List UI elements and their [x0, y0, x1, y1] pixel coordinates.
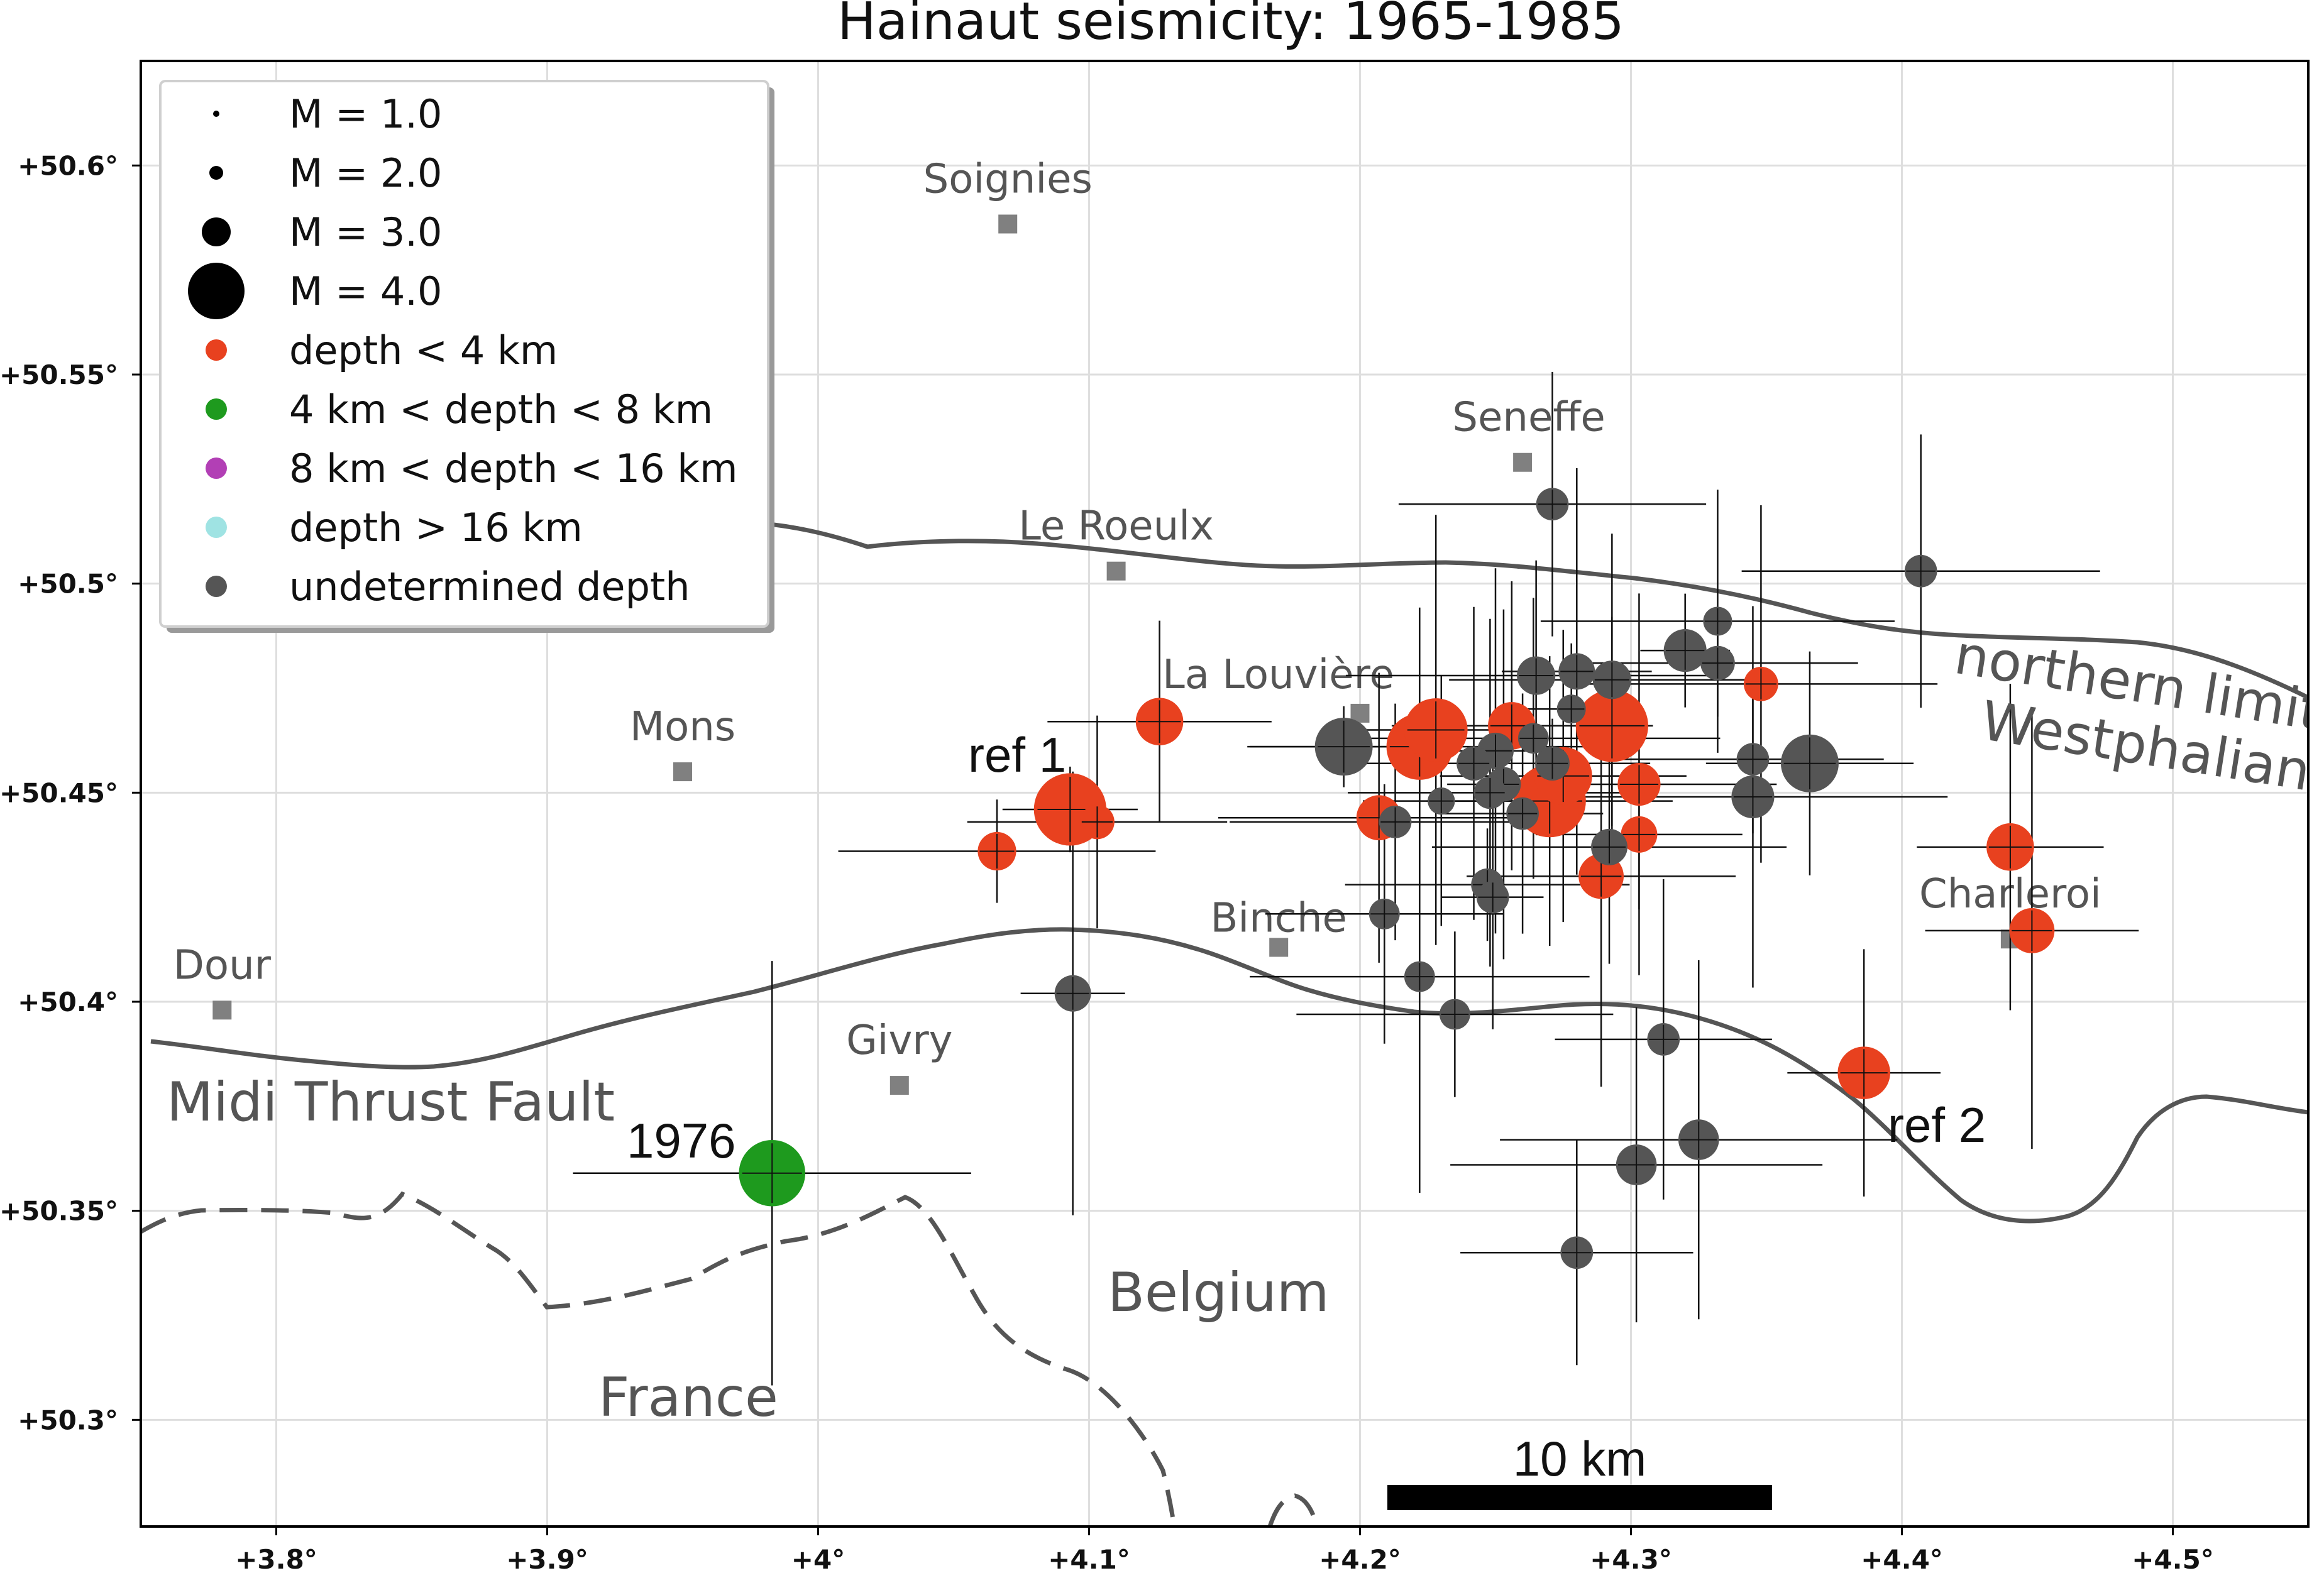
lon-tick-label: +4.1°	[1048, 1544, 1130, 1573]
legend-label: M = 3.0	[289, 209, 442, 255]
legend-marker	[206, 517, 227, 538]
scale-bar-label: 10 km	[1513, 1431, 1646, 1486]
legend-box	[159, 80, 769, 628]
plot-frame	[140, 60, 2310, 1528]
lat-tick-label: +50.6°	[18, 150, 118, 181]
lon-tick-label: +4°	[791, 1544, 845, 1573]
legend-label: depth > 16 km	[289, 505, 583, 551]
scale-bar	[1387, 1485, 1772, 1510]
legend-marker	[209, 166, 223, 180]
city-marker	[1513, 452, 1533, 472]
city-marker	[1269, 938, 1289, 957]
lon-tick-label: +3.8°	[235, 1544, 317, 1573]
lon-tick-label: +4.2°	[1319, 1544, 1401, 1573]
ref-1-label: ref 1	[968, 727, 1066, 782]
northern-limit-westphalian-line	[741, 519, 2308, 700]
lon-tick-label: +4.5°	[2132, 1544, 2214, 1573]
legend-label: depth < 4 km	[289, 327, 558, 373]
ref-2-label: ref 2	[1888, 1097, 1986, 1153]
city-label: Mons	[630, 704, 735, 750]
city-label: Le Roeulx	[1018, 503, 1214, 550]
city-marker	[1106, 561, 1126, 581]
legend-marker	[213, 111, 219, 117]
legend-label: M = 2.0	[289, 150, 442, 196]
legend-marker	[206, 458, 227, 479]
legend-label: 4 km < depth < 8 km	[289, 386, 713, 432]
france-label: France	[598, 1366, 778, 1429]
legend-marker	[206, 339, 227, 361]
legend-marker	[206, 398, 227, 420]
legend-label: 8 km < depth < 16 km	[289, 446, 738, 491]
longitude-ticks: +3.8° +3.9° +4° +4.1° +4.2° +4.3° +4.4° +4.5°	[235, 1526, 2214, 1573]
lon-tick-label: +4.3°	[1590, 1544, 1672, 1573]
city-marker	[1350, 703, 1370, 723]
lat-tick-label: +50.5°	[18, 569, 118, 600]
legend-label: undetermined depth	[289, 564, 690, 610]
latitude-ticks: +50.6° +50.55° +50.5° +50.45° +50.4° +50.35° +…	[0, 150, 141, 1435]
city-label: Seneffe	[1452, 395, 1605, 441]
year-1976-label: 1976	[627, 1113, 736, 1168]
lat-tick-label: +50.4°	[18, 987, 118, 1017]
city-marker	[212, 1000, 232, 1020]
legend-marker	[188, 263, 245, 319]
lat-tick-label: +50.45°	[0, 777, 118, 808]
lat-tick-label: +50.55°	[0, 359, 118, 390]
earthquake-events	[573, 371, 2139, 1386]
belgium-france-border	[141, 1191, 1319, 1526]
city-label: Dour	[173, 942, 272, 989]
legend-label: M = 1.0	[289, 91, 442, 137]
map-title: Hainaut seismicity: 1965-1985	[837, 0, 1624, 52]
legend-label: M = 4.0	[289, 268, 442, 314]
city-label: Givry	[846, 1017, 952, 1064]
city-label: Binche	[1211, 896, 1347, 942]
midi-thrust-fault-line	[150, 927, 2308, 1224]
city-marker	[998, 214, 1018, 234]
belgium-label: Belgium	[1108, 1261, 1330, 1324]
city-marker	[673, 762, 692, 782]
city-label: Soignies	[923, 156, 1093, 202]
lat-tick-label: +50.35°	[0, 1196, 118, 1227]
legend: M = 1.0 M = 2.0 M = 3.0 M = 4.0 depth < 4 km…	[159, 80, 774, 633]
lon-tick-label: +4.4°	[1861, 1544, 1943, 1573]
city-marker	[889, 1076, 909, 1095]
lon-tick-label: +3.9°	[506, 1544, 588, 1573]
legend-marker	[206, 576, 227, 597]
lat-tick-label: +50.3°	[18, 1405, 118, 1435]
midi-thrust-fault-label: Midi Thrust Fault	[167, 1071, 615, 1134]
legend-marker	[202, 217, 231, 246]
